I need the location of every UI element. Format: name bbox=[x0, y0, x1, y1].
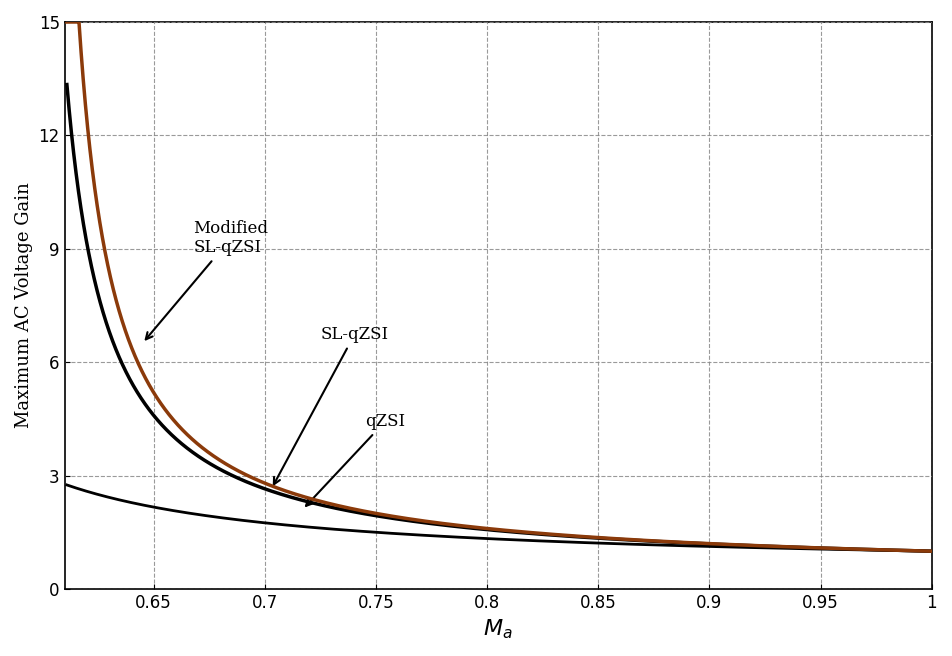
Text: SL-qZSI: SL-qZSI bbox=[274, 326, 388, 484]
Y-axis label: Maximum AC Voltage Gain: Maximum AC Voltage Gain bbox=[15, 182, 33, 428]
X-axis label: $M_a$: $M_a$ bbox=[484, 617, 513, 641]
Text: qZSI: qZSI bbox=[306, 413, 405, 506]
Text: Modified
SL-qZSI: Modified SL-qZSI bbox=[146, 220, 268, 339]
